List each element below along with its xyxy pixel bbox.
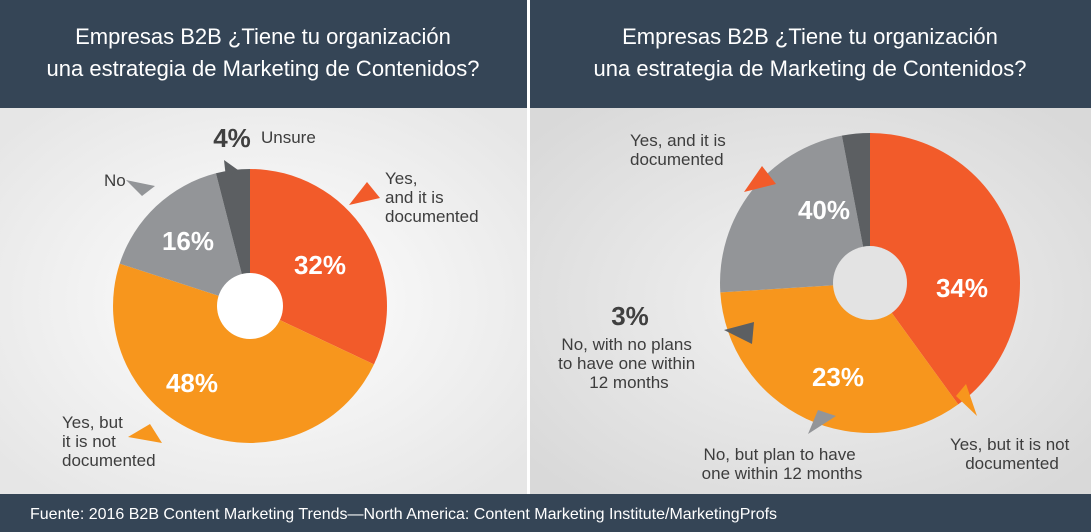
right-label-yes-documented-line2: documented [630, 150, 724, 169]
left-header-line1: Empresas B2B ¿Tiene tu organización [75, 24, 451, 49]
left-label-yes-not-documented-line2: it is not [62, 432, 116, 451]
left-pct-yes-documented: 32% [294, 250, 346, 280]
footer-bar [0, 494, 1091, 532]
right-label-no-plan-within-12-line2: one within 12 months [702, 464, 863, 483]
right-pct-yes-not-documented: 34% [936, 273, 988, 303]
left-pct-no: 16% [162, 226, 214, 256]
left-slice-yes-not-documented [113, 263, 374, 443]
right-pct-no-plan-within-12: 23% [812, 362, 864, 392]
right-header-line1: Empresas B2B ¿Tiene tu organización [622, 24, 998, 49]
left-label-yes-documented-line3: documented [385, 207, 479, 226]
right-pointer-no-plan-within-12 [808, 410, 836, 434]
left-label-unsure: Unsure [261, 128, 316, 147]
right-label-no-no-plans: No, with no plans to have one within 12 … [558, 335, 700, 392]
left-pointer-yes-documented [349, 182, 380, 205]
right-label-yes-documented: Yes, and it is documented [630, 131, 731, 169]
footer-source: Fuente: 2016 B2B Content Marketing Trend… [30, 506, 777, 523]
left-slice-unsure [215, 169, 250, 306]
left-slice-no [119, 173, 251, 306]
right-header-bar [530, 0, 1091, 108]
left-pointer-yes-not-documented [128, 424, 162, 443]
right-pie-chart [720, 133, 1020, 434]
right-pointer-yes-documented [744, 166, 776, 192]
right-pointer-yes-not-documented [956, 384, 977, 416]
right-header-line2: una estrategia de Marketing de Contenido… [594, 56, 1027, 81]
right-slice-yes-not-documented [720, 283, 959, 433]
right-label-no-no-plans-line1: No, with no plans [561, 335, 691, 354]
right-pct-yes-documented: 40% [798, 195, 850, 225]
left-label-yes-not-documented-line1: Yes, but [62, 413, 123, 432]
right-slice-no-plan-within-12 [720, 135, 870, 293]
right-label-no-plan-within-12: No, but plan to have one within 12 month… [702, 445, 863, 483]
right-slice-yes-documented [870, 133, 1020, 405]
left-pie-hole [217, 273, 283, 339]
left-slice-yes-documented [250, 169, 387, 365]
left-label-no: No [104, 171, 126, 190]
left-header-bar [0, 0, 527, 108]
left-pct-yes-not-documented: 48% [166, 368, 218, 398]
right-pointer-no-no-plans [724, 322, 754, 344]
left-label-yes-not-documented: Yes, but it is not documented [62, 413, 156, 470]
left-label-yes-documented-line1: Yes, [385, 169, 417, 188]
right-label-yes-not-documented: Yes, but it is not documented [950, 435, 1074, 473]
left-pointer-no [126, 180, 155, 196]
left-pct-unsure: 4% [213, 123, 251, 153]
left-label-yes-documented: Yes, and it is documented [385, 169, 479, 226]
left-pie-chart [113, 160, 387, 443]
right-label-yes-not-documented-line2: documented [965, 454, 1059, 473]
right-pie-hole [833, 246, 907, 320]
left-header-line2: una estrategia de Marketing de Contenido… [47, 56, 480, 81]
right-pct-no-no-plans: 3% [611, 301, 649, 331]
right-label-yes-documented-line1: Yes, and it is [630, 131, 726, 150]
right-label-no-no-plans-line3: 12 months [589, 373, 668, 392]
right-label-no-no-plans-line2: to have one within [558, 354, 695, 373]
right-slice-no-no-plans [841, 133, 870, 283]
right-label-yes-not-documented-line1: Yes, but it is not [950, 435, 1070, 454]
left-label-yes-not-documented-line3: documented [62, 451, 156, 470]
left-pointer-unsure [224, 160, 238, 178]
left-label-yes-documented-line2: and it is [385, 188, 444, 207]
panel-divider [527, 0, 530, 494]
right-label-no-plan-within-12-line1: No, but plan to have [704, 445, 856, 464]
